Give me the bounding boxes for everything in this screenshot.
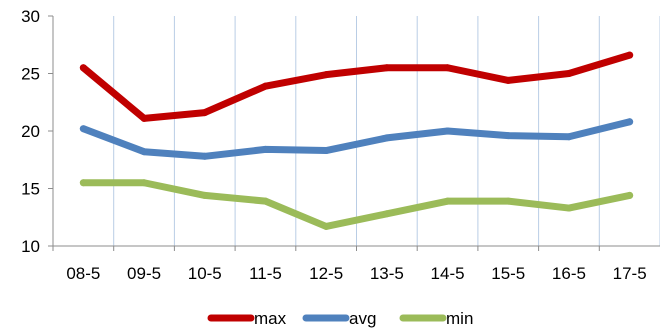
legend-entry-avg: avg — [302, 309, 376, 328]
x-tick-label: 13-5 — [370, 264, 404, 283]
data-point-avg — [140, 148, 148, 156]
x-tick-label: 09-5 — [127, 264, 161, 283]
data-point-avg — [261, 145, 269, 153]
data-point-max — [626, 51, 634, 59]
data-point-max — [383, 64, 391, 72]
y-tick-label: 15 — [21, 180, 40, 199]
legend-label: min — [446, 309, 473, 328]
x-tick-label: 10-5 — [188, 264, 222, 283]
x-axis-tick-labels: 08-5 09-5 10-5 11-5 12-5 13-5 14-5 15-5 16-5 17-5 — [66, 264, 646, 283]
y-tick-label: 30 — [21, 7, 40, 26]
data-point-max — [565, 70, 573, 77]
series-max — [79, 51, 634, 122]
data-point-min — [504, 197, 512, 205]
y-tick-label: 25 — [21, 65, 40, 84]
data-point-avg — [565, 133, 573, 141]
x-tick-label: 15-5 — [491, 264, 525, 283]
data-point-min — [322, 222, 330, 230]
y-tick-label: 20 — [21, 122, 40, 141]
data-point-max — [322, 71, 330, 79]
data-point-avg — [322, 147, 330, 155]
data-point-avg — [504, 132, 512, 140]
y-axis-tick-labels: 10 15 20 25 30 — [21, 7, 40, 256]
plot-series — [79, 51, 634, 230]
data-point-avg — [444, 127, 452, 135]
series-line-avg — [79, 118, 634, 160]
data-point-max — [201, 109, 209, 117]
legend-entry-max: max — [207, 309, 287, 328]
x-tick-label: 12-5 — [309, 264, 343, 283]
y-tick-label: 10 — [21, 237, 40, 256]
data-point-min — [201, 191, 209, 199]
x-tick-label: 08-5 — [66, 264, 100, 283]
data-point-max — [504, 76, 512, 84]
data-point-max — [79, 64, 87, 72]
data-point-max — [444, 64, 452, 72]
x-tick-label: 17-5 — [613, 264, 647, 283]
data-point-avg — [626, 118, 634, 126]
legend-label: max — [254, 309, 287, 328]
x-tick-label: 11-5 — [249, 264, 282, 283]
data-point-min — [444, 197, 452, 205]
data-point-max — [140, 114, 148, 122]
series-min — [79, 179, 634, 230]
series-avg — [79, 118, 634, 160]
data-point-avg — [201, 152, 209, 160]
x-tick-label: 16-5 — [552, 264, 586, 283]
data-point-min — [383, 210, 391, 218]
data-point-min — [79, 179, 87, 187]
data-point-min — [626, 191, 634, 199]
legend-entry-min: min — [399, 309, 473, 328]
series-line-max — [79, 51, 634, 122]
data-point-avg — [79, 125, 87, 133]
data-point-min — [565, 204, 573, 212]
data-point-max — [261, 82, 269, 90]
data-point-avg — [383, 134, 391, 142]
legend-label: avg — [349, 309, 376, 328]
x-tick-label: 14-5 — [431, 264, 465, 283]
data-point-min — [140, 179, 148, 187]
series-line-min — [79, 179, 634, 230]
plot-axes — [48, 15, 660, 251]
data-point-min — [261, 197, 269, 205]
legend: max avg min — [207, 309, 473, 328]
